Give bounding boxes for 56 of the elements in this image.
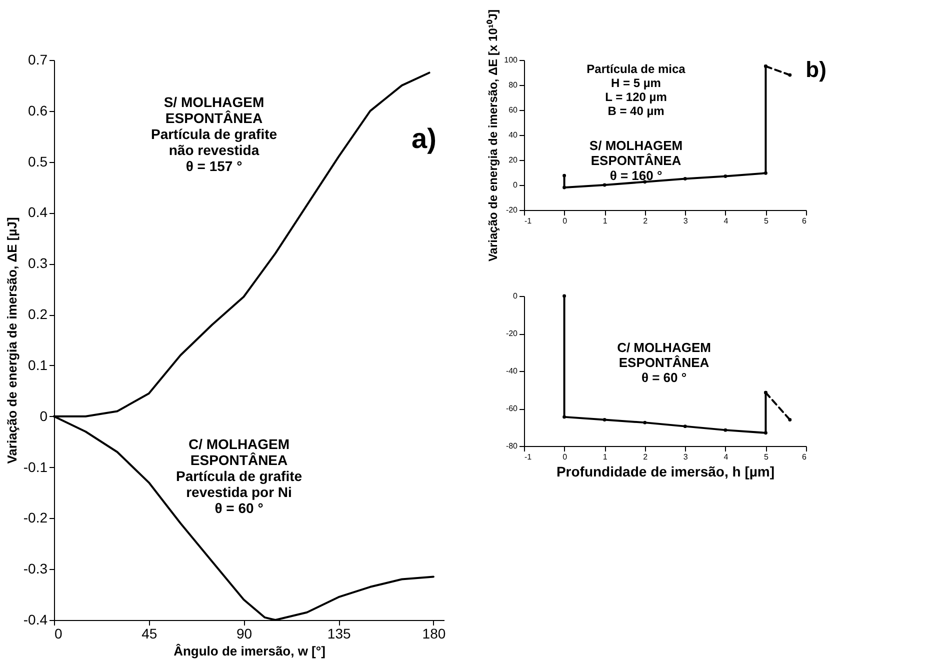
y-tick-label: -0.1 <box>23 458 48 475</box>
x-tick-label: 3 <box>683 216 688 226</box>
x-tick-label: 5 <box>764 452 769 462</box>
x-tick-label: 0 <box>54 626 62 642</box>
y-tick-label: 0 <box>40 408 48 424</box>
annotation: S/ MOLHAGEM ESPONTÂNEA θ = 160 ° <box>589 138 683 183</box>
annotation: b) <box>806 57 826 82</box>
y-tick-label: -80 <box>506 442 518 450</box>
x-tick-label: 6 <box>802 216 808 226</box>
y-axis-title: Variação de energia de imersão, ΔE [µJ] <box>4 217 20 464</box>
y-tick-label: -0.3 <box>23 560 48 577</box>
y-axis-title: Variação de energia de imersão, ΔE [x 10¹⁰J] <box>486 9 500 262</box>
x-tick-label: 4 <box>724 216 729 226</box>
y-tick-label: 0.6 <box>28 102 48 118</box>
y-tick-label: 0.3 <box>28 255 48 272</box>
x-tick-label: 45 <box>142 626 158 642</box>
x-axis-title: Profundidade de imersão, h [µm] <box>556 464 775 480</box>
x-tick-label: 180 <box>422 626 446 642</box>
y-tick-label: -40 <box>506 366 518 376</box>
y-tick-label: 60 <box>508 106 518 114</box>
y-tick-label: 0 <box>513 180 518 190</box>
y-tick-label: 0 <box>513 292 518 300</box>
y-tick-label: 40 <box>508 130 518 140</box>
y-tick-label: 20 <box>508 156 518 164</box>
y-tick-label: -60 <box>506 404 518 413</box>
x-tick-label: 6 <box>802 452 808 462</box>
annotation: a) <box>412 123 436 154</box>
y-tick-label: -20 <box>506 329 518 338</box>
x-tick-label: 2 <box>643 216 648 226</box>
y-tick-label: 0.4 <box>28 204 48 220</box>
y-tick-label: -20 <box>506 206 518 214</box>
annotation: C/ MOLHAGEM ESPONTÂNEA Partícula de grafite revestida por Ni θ = 60 ° <box>176 436 302 516</box>
y-tick-label: -0.2 <box>23 510 48 526</box>
x-tick-label: 135 <box>327 626 351 642</box>
x-tick-label: 2 <box>643 452 648 462</box>
x-tick-label: 4 <box>724 452 729 462</box>
x-tick-label: -1 <box>524 216 532 226</box>
annotation: S/ MOLHAGEM ESPONTÂNEA Partícula de grafite não revestida θ = 157 ° <box>150 94 278 174</box>
y-tick-label: 0.2 <box>28 306 48 322</box>
y-tick-label: 0.7 <box>28 52 48 68</box>
x-tick-label: 1 <box>602 216 608 226</box>
x-tick-label: 0 <box>562 452 568 462</box>
x-tick-label: -1 <box>524 452 532 462</box>
x-tick-label: 90 <box>236 626 252 642</box>
y-tick-label: 80 <box>508 80 518 90</box>
y-tick-label: 0.5 <box>28 153 48 170</box>
annotation: C/ MOLHAGEM ESPONTÂNEA θ = 60 ° <box>617 340 711 385</box>
y-tick-label: -0.4 <box>23 612 48 628</box>
annotation: Partícula de mica H = 5 µm L = 120 µm B = 40 µm <box>586 62 686 118</box>
x-tick-label: 0 <box>562 216 568 226</box>
y-tick-label: 100 <box>504 56 518 64</box>
x-tick-label: 3 <box>683 452 688 462</box>
x-tick-label: 5 <box>764 216 769 226</box>
x-tick-label: 1 <box>602 452 608 462</box>
y-tick-label: 0.1 <box>28 356 48 373</box>
x-axis-title: Ângulo de imersão, w [°] <box>174 644 326 658</box>
